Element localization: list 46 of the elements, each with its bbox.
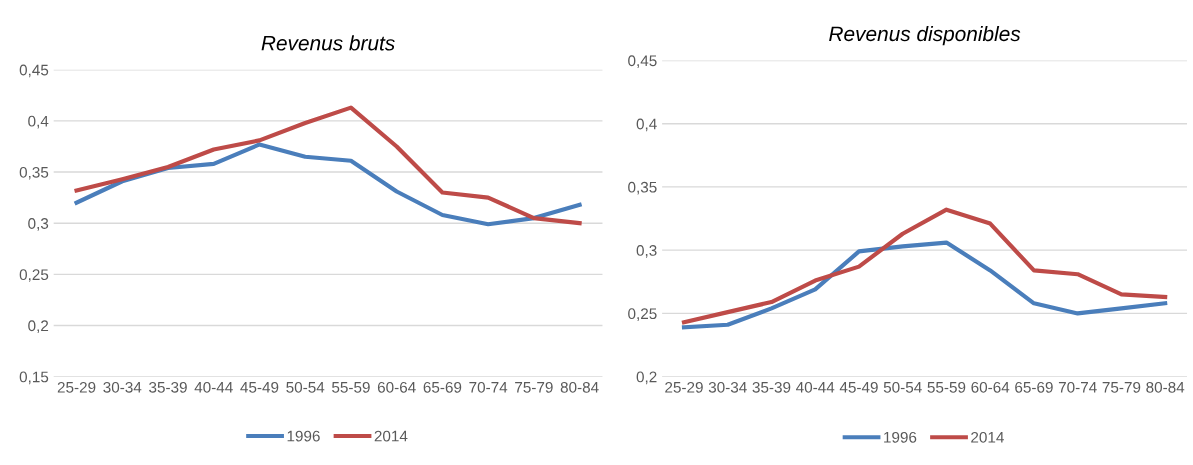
y-tick-label: 0,3 [28, 218, 49, 231]
x-tick-label: 70-74 [469, 381, 508, 393]
x-tick-label: 35-39 [752, 381, 791, 393]
legend-label: 2014 [374, 430, 408, 442]
x-tick-label: 75-79 [515, 381, 553, 393]
y-tick-label: 0,2 [28, 320, 49, 333]
x-tick-label: 25-29 [57, 381, 96, 393]
x-tick-label: 25-29 [665, 381, 703, 393]
line-series [681, 240, 1168, 330]
x-tick-label: 45-49 [240, 381, 279, 393]
legend-label: 1996 [884, 431, 917, 443]
y-tick-label: 0,4 [636, 118, 657, 132]
x-tick-label: 65-69 [423, 381, 462, 393]
x-tick-label: 80-84 [560, 381, 599, 393]
legend-label: 2014 [971, 431, 1004, 443]
y-tick-label: 0,35 [19, 166, 49, 180]
legend-label: 1996 [287, 430, 320, 442]
x-tick-label: 30-34 [708, 381, 747, 393]
x-tick-label: 40-44 [796, 381, 835, 393]
x-tick-label: 55-59 [927, 381, 966, 393]
y-tick-label: 0,15 [19, 371, 49, 385]
x-tick-label: 70-74 [1058, 381, 1097, 393]
x-tick-label: 45-49 [839, 381, 878, 393]
x-tick-label: 65-69 [1015, 381, 1053, 393]
y-tick-label: 0,25 [19, 269, 49, 282]
y-tick-label: 0,35 [628, 181, 657, 195]
x-tick-label: 35-39 [149, 381, 187, 393]
x-tick-label: 30-34 [103, 381, 142, 393]
y-tick-label: 0,2 [636, 371, 657, 385]
line-series [74, 105, 582, 226]
x-tick-label: 75-79 [1102, 381, 1141, 393]
x-tick-label: 50-54 [286, 381, 325, 393]
y-tick-label: 0,45 [19, 64, 49, 78]
x-tick-label: 60-64 [377, 381, 416, 393]
line-series [681, 207, 1168, 325]
x-tick-label: 80-84 [1146, 381, 1185, 393]
x-tick-label: 40-44 [194, 381, 233, 393]
chart-title: Revenus bruts [261, 35, 395, 51]
chart-title: Revenus disponibles [829, 25, 1021, 46]
y-tick-label: 0,3 [636, 245, 657, 258]
y-tick-label: 0,25 [628, 308, 657, 321]
y-tick-label: 0,45 [628, 55, 657, 68]
y-tick-label: 0,4 [28, 115, 49, 129]
x-tick-label: 60-64 [971, 381, 1010, 393]
x-tick-label: 50-54 [883, 381, 922, 393]
x-tick-label: 55-59 [332, 381, 370, 393]
